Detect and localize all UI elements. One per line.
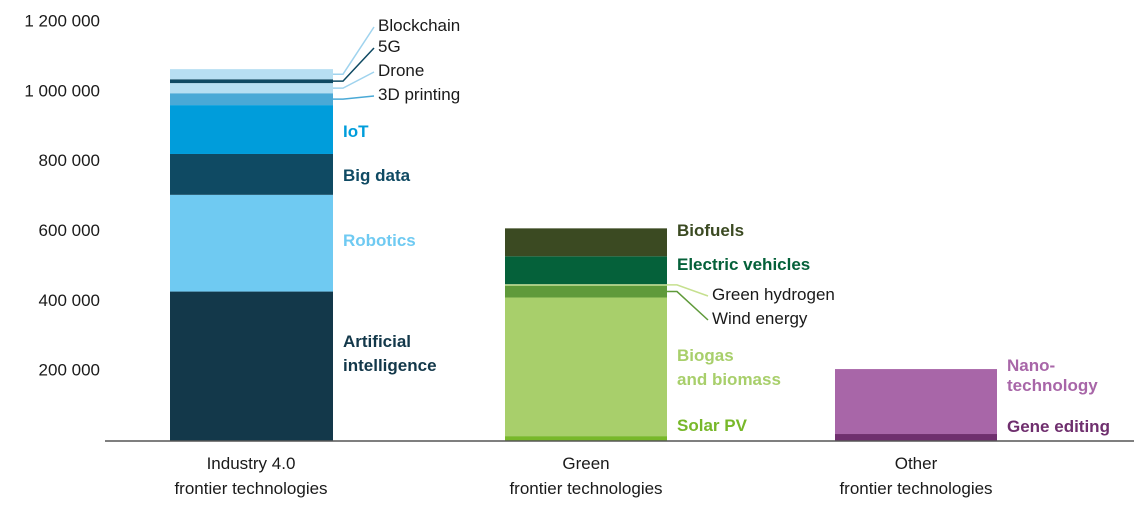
segment-label: Artificial intelligence — [343, 332, 437, 375]
leader-line — [667, 284, 709, 297]
leader-line — [333, 71, 375, 89]
y-tick-label: 1 200 000 — [24, 11, 100, 30]
segment-label: Drone — [378, 61, 424, 80]
segment-label: Blockchain — [378, 16, 460, 35]
bar-segment — [170, 194, 333, 292]
bar-segment — [170, 291, 333, 441]
bar-segment — [170, 93, 333, 106]
segment-label: 5G — [378, 37, 401, 56]
segment-label: Big data — [343, 166, 411, 185]
leader-line — [333, 26, 375, 75]
bar-segment — [505, 256, 667, 285]
x-tick-label: Industry 4.0 frontier technologies — [174, 454, 327, 498]
bar-segment — [170, 83, 333, 94]
bar-segment — [170, 69, 333, 80]
y-tick-label: 200 000 — [39, 361, 100, 380]
bar-segment — [170, 79, 333, 84]
bar-segment — [835, 369, 997, 435]
x-tick-label: Other frontier technologies — [839, 454, 992, 498]
segment-label: Green hydrogen — [712, 285, 835, 304]
segment-label: Robotics — [343, 231, 416, 250]
leader-line — [667, 290, 709, 321]
bar-segment — [835, 434, 997, 441]
segment-label: Gene editing — [1007, 417, 1110, 436]
bar-segment — [505, 228, 667, 257]
segment-label: Electric vehicles — [677, 255, 810, 274]
segment-label: Wind energy — [712, 309, 808, 328]
leader-line — [333, 47, 375, 82]
bar-segment — [170, 105, 333, 154]
segment-label: IoT — [343, 122, 369, 141]
y-tick-label: 600 000 — [39, 221, 100, 240]
bar-segment — [505, 284, 667, 286]
bar-segment — [505, 285, 667, 298]
segment-label: 3D printing — [378, 85, 460, 104]
bar-segment — [505, 297, 667, 437]
bar-segment — [170, 153, 333, 195]
segment-label: Biofuels — [677, 221, 744, 240]
segment-label: Nano-technology — [1007, 356, 1098, 395]
y-tick-label: 400 000 — [39, 291, 100, 310]
bar-segment — [505, 436, 667, 441]
segment-label: Solar PV — [677, 416, 748, 435]
segment-label: Biogas and biomass — [677, 346, 781, 389]
y-tick-label: 800 000 — [39, 151, 100, 170]
x-tick-label: Green frontier technologies — [509, 454, 662, 498]
leader-line — [333, 95, 375, 100]
y-tick-label: 1 000 000 — [24, 81, 100, 100]
